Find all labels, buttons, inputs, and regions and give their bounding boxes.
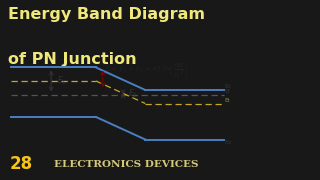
Text: Ev: Ev — [225, 140, 232, 145]
Text: $E_2$: $E_2$ — [128, 88, 138, 100]
Text: ELECTRONICS DEVICES: ELECTRONICS DEVICES — [54, 160, 199, 169]
Text: of PN Junction: of PN Junction — [8, 52, 137, 67]
Text: Ef: Ef — [225, 89, 231, 94]
Text: 28: 28 — [10, 155, 33, 173]
Text: $E = E_1 + E_2 = kT\,\ln\!\left(\dfrac{np}{n_i^{\,2}}\right)$: $E = E_1 + E_2 = kT\,\ln\!\left(\dfrac{n… — [105, 61, 189, 81]
Text: Ec: Ec — [225, 84, 232, 89]
Text: Ei: Ei — [225, 98, 230, 103]
Text: Energy Band Diagram: Energy Band Diagram — [8, 7, 205, 22]
Text: $E_1$: $E_1$ — [57, 75, 67, 87]
